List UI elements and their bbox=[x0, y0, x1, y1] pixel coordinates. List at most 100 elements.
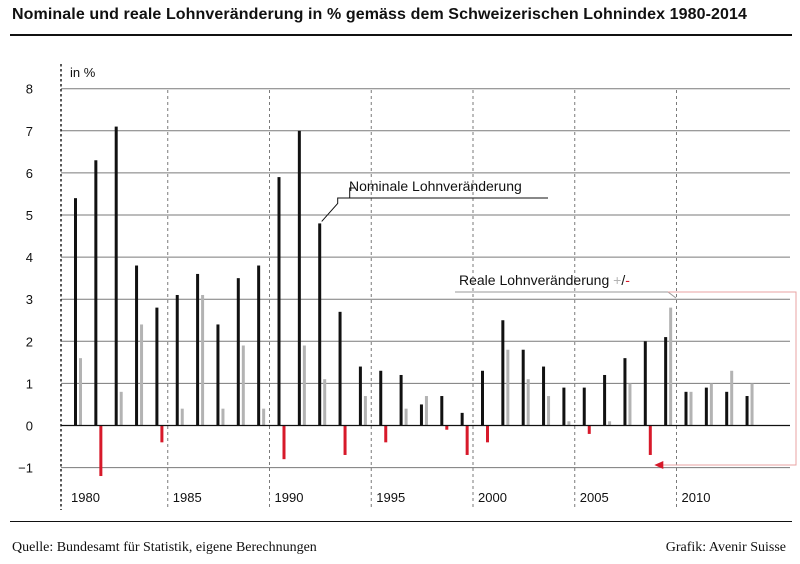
nominal-bar-2012 bbox=[725, 391, 729, 426]
y-tick-label: −1 bbox=[18, 461, 33, 476]
real-bar-1986 bbox=[201, 294, 205, 426]
y-tick-label: 2 bbox=[26, 334, 33, 349]
real-bar-1997 bbox=[424, 396, 428, 426]
x-tick-label: 2010 bbox=[682, 490, 711, 505]
chart-title: Nominale und reale Lohnveränderung in % … bbox=[12, 6, 748, 23]
real-label-slash: / bbox=[621, 272, 625, 288]
bar-chart: −1 0 1 2 3 4 5 6 7 8 in % 1980 1985 1990 1995 2000 2005 2… bbox=[18, 64, 797, 510]
credit-note: Grafik: Avenir Suisse bbox=[665, 540, 786, 555]
real-bar-1994 bbox=[363, 396, 367, 426]
year-gridlines bbox=[167, 90, 677, 508]
real-bar-1995 bbox=[384, 425, 388, 443]
real-bar-2013 bbox=[750, 383, 754, 426]
source-note: Quelle: Bundesamt für Statistik, eigene … bbox=[12, 540, 317, 555]
y-tick-label: 7 bbox=[26, 124, 33, 139]
real-bar-1984 bbox=[160, 425, 164, 443]
grid-lines bbox=[61, 88, 790, 469]
real-bar-2006 bbox=[608, 421, 612, 426]
real-series-label: Reale Lohnveränderung +/- bbox=[459, 272, 630, 288]
x-tick-label: 1985 bbox=[173, 490, 202, 505]
real-bar-1983 bbox=[140, 324, 144, 426]
real-bar-2000 bbox=[486, 425, 489, 443]
nominal-bar-2007 bbox=[623, 358, 627, 426]
real-bar-1981 bbox=[99, 425, 103, 477]
real-bar-2011 bbox=[709, 383, 713, 426]
real-label-plus: + bbox=[613, 272, 621, 288]
real-bar-2002 bbox=[526, 379, 530, 426]
real-bar-1982 bbox=[119, 391, 123, 426]
nominal-bar-1987 bbox=[216, 324, 220, 426]
nominal-bar-1998 bbox=[440, 396, 444, 426]
nominal-bar-1995 bbox=[379, 370, 383, 426]
x-tick-label: 1990 bbox=[275, 490, 304, 505]
nominal-bar-1991 bbox=[297, 130, 301, 426]
real-bar-1993 bbox=[343, 425, 347, 455]
nominal-bar-1988 bbox=[236, 278, 240, 426]
nominal-bar-2009 bbox=[664, 337, 668, 426]
real-bar-2008 bbox=[648, 425, 652, 455]
nominal-bar-1980 bbox=[74, 198, 77, 426]
nominal-bar-2003 bbox=[542, 366, 546, 426]
footer-divider bbox=[10, 521, 792, 522]
real-bar-1985 bbox=[180, 408, 184, 426]
nominal-bar-2006 bbox=[603, 374, 607, 426]
real-callout-arrowhead bbox=[654, 460, 664, 469]
title-divider bbox=[10, 34, 792, 36]
real-bar-1998 bbox=[445, 425, 449, 430]
nominal-bar-1985 bbox=[175, 294, 179, 426]
real-bar-1988 bbox=[241, 345, 245, 426]
real-bar-2005 bbox=[587, 425, 591, 434]
real-bar-2001 bbox=[506, 349, 510, 426]
real-bar-2010 bbox=[689, 391, 693, 426]
nominal-bar-1993 bbox=[338, 311, 342, 426]
nominal-bar-1989 bbox=[257, 265, 261, 426]
x-tick-label: 1980 bbox=[71, 490, 100, 505]
bars bbox=[74, 126, 754, 477]
nominal-bar-1984 bbox=[155, 307, 159, 426]
nominal-bar-2011 bbox=[704, 387, 708, 426]
nominal-bar-2010 bbox=[684, 391, 688, 426]
nominal-bar-2000 bbox=[481, 370, 484, 426]
nominal-bar-2001 bbox=[501, 320, 505, 426]
y-axis-unit-label: in % bbox=[70, 65, 96, 80]
real-bar-1989 bbox=[262, 408, 266, 426]
nominal-bar-1990 bbox=[277, 177, 281, 426]
x-tick-label: 2005 bbox=[580, 490, 609, 505]
annotations: Nominale Lohnveränderung Reale Lohnveränd… bbox=[321, 178, 797, 469]
nominal-bar-1982 bbox=[114, 126, 118, 426]
real-bar-2009 bbox=[669, 307, 673, 426]
nominal-bar-2008 bbox=[643, 341, 647, 426]
real-bar-1999 bbox=[465, 425, 469, 455]
nominal-bar-1997 bbox=[419, 404, 423, 426]
y-tick-label: 8 bbox=[26, 82, 33, 97]
real-bar-1980 bbox=[79, 358, 82, 426]
real-bar-1996 bbox=[404, 408, 408, 426]
nominal-bar-2013 bbox=[745, 396, 749, 426]
nominal-bar-1996 bbox=[399, 374, 403, 426]
y-tick-label: 6 bbox=[26, 166, 33, 181]
real-callout-bracket bbox=[662, 291, 797, 466]
nominal-bar-2004 bbox=[562, 387, 566, 426]
real-label-text: Reale Lohnveränderung bbox=[459, 272, 613, 288]
nominal-bar-1986 bbox=[196, 273, 200, 426]
real-bar-1991 bbox=[302, 345, 306, 426]
nominal-bar-1983 bbox=[135, 265, 139, 426]
real-bar-1987 bbox=[221, 408, 225, 426]
y-tick-label: 0 bbox=[26, 419, 33, 434]
nominal-bar-1992 bbox=[318, 223, 322, 426]
nominal-series-label: Nominale Lohnveränderung bbox=[349, 178, 522, 194]
real-callout-pointer-positive bbox=[667, 291, 677, 299]
real-bar-1992 bbox=[323, 379, 327, 426]
real-bar-2003 bbox=[547, 396, 551, 426]
y-tick-label: 4 bbox=[26, 250, 33, 265]
nominal-bar-1981 bbox=[94, 160, 98, 426]
x-tick-label: 1995 bbox=[376, 490, 405, 505]
real-bar-1990 bbox=[282, 425, 286, 460]
real-bar-2007 bbox=[628, 383, 632, 426]
y-tick-label: 1 bbox=[26, 376, 33, 391]
real-bar-2012 bbox=[730, 370, 734, 426]
axes bbox=[60, 64, 790, 510]
y-tick-label: 5 bbox=[26, 208, 33, 223]
nominal-bar-2002 bbox=[521, 349, 525, 426]
y-tick-label: 3 bbox=[26, 292, 33, 307]
